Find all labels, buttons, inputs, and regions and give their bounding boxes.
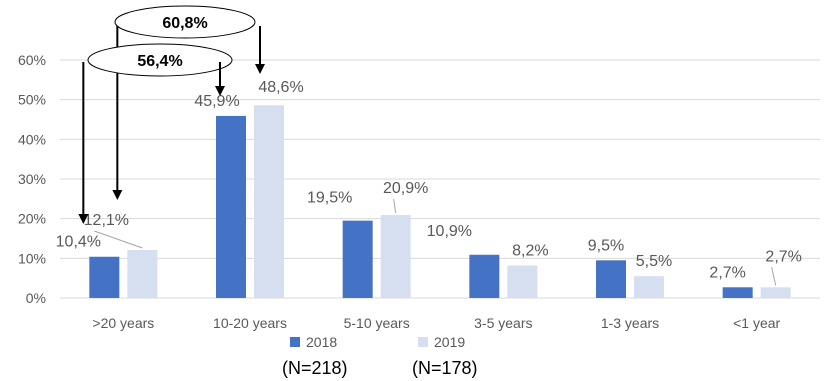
bar-2018-0 bbox=[89, 256, 120, 298]
data-label-2019-2: 20,9% bbox=[383, 180, 428, 197]
data-label-2018-0: 10,4% bbox=[56, 234, 101, 251]
y-axis: 0% 10% 20% 30% 40% 50% 60% bbox=[18, 52, 46, 306]
bar-2018-4 bbox=[596, 260, 626, 298]
data-label-2019-1: 48,6% bbox=[258, 79, 303, 96]
y-tick-label: 20% bbox=[18, 211, 46, 227]
data-label-2018-2: 19,5% bbox=[307, 190, 352, 207]
y-tick-label: 40% bbox=[18, 131, 46, 147]
legend-swatch-2019 bbox=[418, 337, 428, 347]
data-label-2019-4: 5,5% bbox=[636, 253, 672, 270]
x-tick-label: 3-5 years bbox=[474, 315, 532, 331]
bracket-annotations: 60,8% 56,4% bbox=[78, 5, 265, 224]
gridlines bbox=[60, 59, 820, 299]
bar-2019-1 bbox=[254, 105, 284, 298]
legend-note-2019: (N=178) bbox=[412, 358, 478, 378]
x-tick-label: 1-3 years bbox=[601, 315, 659, 331]
bar-2019-0 bbox=[127, 250, 158, 298]
bar-2018-2 bbox=[342, 220, 373, 298]
y-tick-label: 10% bbox=[18, 250, 46, 266]
bar-2019-5 bbox=[760, 287, 791, 298]
legend: 2018 2019 (N=218) (N=178) bbox=[282, 334, 478, 378]
data-label-2018-1: 45,9% bbox=[194, 93, 239, 110]
data-label-2019-3: 8,2% bbox=[512, 242, 548, 259]
bar-2019-3 bbox=[507, 265, 538, 298]
legend-note-2018: (N=218) bbox=[282, 358, 348, 378]
bracket-ellipse-2019 bbox=[114, 5, 256, 39]
legend-label-2018: 2018 bbox=[306, 334, 337, 350]
x-tick-label: 10-20 years bbox=[213, 315, 287, 331]
x-tick-label: >20 years bbox=[92, 315, 154, 331]
x-tick-label: <1 year bbox=[733, 315, 780, 331]
bar-2019-4 bbox=[634, 276, 664, 298]
bar-2018-1 bbox=[216, 115, 246, 299]
bracket-label-2018: 56,4% bbox=[137, 53, 182, 70]
leader-line-2019-0 bbox=[94, 230, 143, 249]
data-label-2019-5: 2,7% bbox=[765, 248, 801, 265]
y-tick-label: 60% bbox=[18, 52, 46, 68]
y-tick-label: 0% bbox=[26, 290, 46, 306]
legend-label-2019: 2019 bbox=[434, 334, 465, 350]
y-tick-label: 30% bbox=[18, 171, 46, 187]
leader-line-2019-5 bbox=[771, 267, 777, 286]
data-labels: 10,4% 45,9% 19,5% 10,9% 9,5% 2,7% 12,1% 48,6% 20… bbox=[56, 79, 802, 286]
bracket-label-2019: 60,8% bbox=[162, 15, 207, 32]
bar-2018-5 bbox=[722, 287, 753, 298]
x-axis: >20 years 10-20 years 5-10 years 3-5 years 1… bbox=[92, 315, 780, 331]
legend-swatch-2018 bbox=[290, 337, 300, 347]
data-label-2019-0: 12,1% bbox=[84, 212, 129, 229]
data-label-2018-3: 10,9% bbox=[427, 223, 472, 240]
x-tick-label: 5-10 years bbox=[344, 315, 410, 331]
bars bbox=[89, 105, 791, 299]
y-tick-label: 50% bbox=[18, 92, 46, 108]
data-label-2018-4: 9,5% bbox=[588, 237, 624, 254]
bracket-ellipse-2018 bbox=[87, 43, 233, 77]
bar-2018-3 bbox=[469, 254, 500, 298]
bar-2019-2 bbox=[380, 215, 411, 298]
leader-line-2019-2 bbox=[393, 199, 397, 214]
data-label-2018-5: 2,7% bbox=[709, 264, 745, 281]
